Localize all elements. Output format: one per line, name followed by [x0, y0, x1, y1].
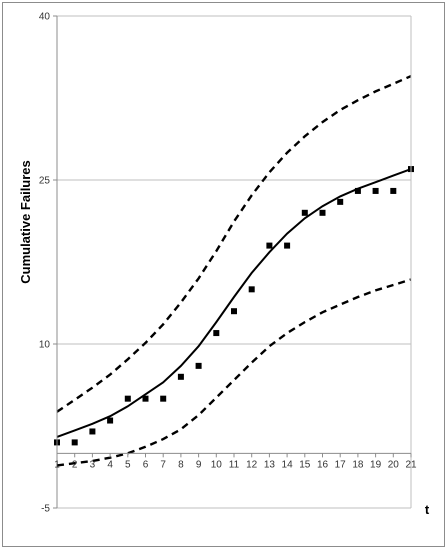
axes — [53, 15, 412, 509]
x-tick-label: 8 — [178, 459, 184, 470]
fit-curve — [56, 168, 412, 438]
data-point — [319, 209, 326, 216]
x-tick-label: 9 — [196, 459, 202, 470]
x-tick-label: 15 — [299, 459, 311, 470]
x-tick-label: 20 — [388, 459, 400, 470]
x-tick-label: 14 — [282, 459, 294, 470]
data-point — [124, 395, 131, 402]
data-point — [354, 187, 361, 194]
y-tick-label: 10 — [39, 340, 51, 351]
x-tick-label: 16 — [317, 459, 329, 470]
y-tick-label: -5 — [41, 504, 50, 515]
data-point — [390, 187, 397, 194]
x-tick-label: 7 — [160, 459, 166, 470]
data-points — [54, 166, 414, 446]
data-point — [71, 439, 78, 446]
x-tick-label: 6 — [143, 459, 149, 470]
x-tick-label: 4 — [107, 459, 113, 470]
x-tick-label: 12 — [246, 459, 258, 470]
data-point — [266, 242, 273, 249]
upper-bound-line — [56, 74, 412, 413]
data-point — [284, 242, 291, 249]
data-point — [160, 395, 167, 402]
x-tick-label: 19 — [370, 459, 382, 470]
confidence-bounds — [56, 74, 412, 467]
chart-frame — [2, 2, 445, 547]
data-point — [231, 308, 237, 315]
data-point — [142, 395, 149, 402]
x-tick-label: 13 — [264, 459, 276, 470]
x-axis-title: t — [425, 502, 430, 517]
x-tick-label: 3 — [90, 459, 96, 470]
x-tick-label: 17 — [335, 459, 347, 470]
data-point — [248, 286, 255, 293]
y-tick-label: 40 — [39, 12, 51, 23]
grid-lines — [57, 15, 411, 509]
data-point — [107, 417, 114, 424]
data-point — [177, 373, 184, 380]
x-tick-label: 5 — [125, 459, 131, 470]
data-point — [337, 198, 344, 205]
x-tick-label: 21 — [405, 459, 417, 470]
data-point — [195, 362, 202, 369]
data-point — [89, 428, 96, 435]
x-tick-label: 11 — [229, 459, 240, 470]
data-point — [301, 209, 308, 216]
lower-bound-line — [56, 278, 412, 467]
data-point — [213, 330, 220, 337]
y-tick-label: 25 — [39, 176, 51, 187]
fit-line — [56, 168, 412, 438]
x-tick-label: 2 — [72, 459, 78, 470]
x-tick-label: 1 — [54, 459, 60, 470]
x-tick-label: 10 — [211, 459, 223, 470]
y-axis-title: Cumulative Failures — [18, 160, 33, 284]
x-tick-label: 18 — [352, 459, 364, 470]
data-point — [372, 187, 379, 194]
